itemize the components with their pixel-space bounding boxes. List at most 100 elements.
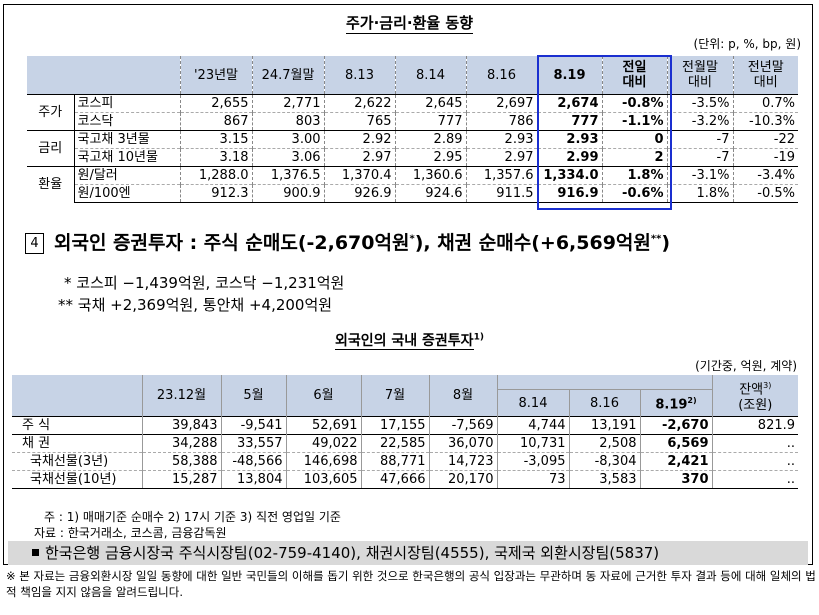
value-cell: 3.18	[179, 148, 252, 167]
value-cell: 821.9	[711, 416, 799, 435]
header-cell: 잔액3) (조원)	[711, 375, 799, 417]
value-cell: 47,666	[360, 470, 429, 489]
value-cell: 0.7%	[732, 94, 798, 113]
value-cell: 924.6	[394, 184, 466, 203]
value-cell: 3.00	[251, 130, 324, 149]
row-label: 원/100엔	[74, 184, 180, 203]
value-cell: 2.99	[536, 148, 602, 167]
value-cell: 58,388	[141, 452, 221, 471]
value-cell: 777	[394, 112, 466, 131]
value-cell: -0.6%	[601, 184, 667, 203]
row-label: 국고채 3년물	[74, 130, 180, 149]
header-cell: 8월	[428, 375, 497, 417]
value-cell: 103,605	[285, 470, 361, 489]
note-bond: ** 국채 +2,369억원, 통안채 +4,200억원	[58, 296, 333, 314]
header-cell: 23.12월	[141, 375, 221, 417]
value-cell: 2,697	[465, 94, 537, 113]
value-cell: 2,771	[251, 94, 324, 113]
note-stock: * 코스피 −1,439억원, 코스닥 −1,231억원	[64, 274, 345, 292]
value-cell: 3,583	[568, 470, 640, 489]
value-cell: -48,566	[220, 452, 286, 471]
value-cell: -7	[666, 130, 733, 149]
header-cell: 8.13	[323, 56, 395, 95]
value-cell: 13,804	[220, 470, 286, 489]
value-cell: -7,569	[428, 416, 497, 435]
value-cell: 2.89	[394, 130, 466, 149]
value-cell: 867	[179, 112, 252, 131]
value-cell: ..	[711, 452, 799, 471]
table-row: 환율 원/달러 1,288.0 1,376.5 1,370.4 1,360.6 1,357.…	[27, 166, 798, 203]
value-cell: -10.3%	[732, 112, 798, 131]
row-label: 코스피	[74, 94, 180, 113]
value-cell: 2.97	[465, 148, 537, 167]
header-cell: 8.14	[496, 389, 569, 417]
table-row: 주가 코스피 2,655 2,771 2,622 2,645 2,697 2,674 -0.8%…	[27, 94, 798, 131]
value-cell: 1,360.6	[394, 166, 466, 185]
value-cell: 6,569	[639, 434, 713, 453]
value-cell: 911.5	[465, 184, 537, 203]
value-cell: -3.4%	[732, 166, 798, 185]
value-cell: 1,370.4	[323, 166, 395, 185]
value-cell: 2.97	[323, 148, 395, 167]
header-cell: 전일 대비	[601, 56, 667, 95]
value-cell: 0	[601, 130, 667, 149]
unit-label-2: (기간중, 억원, 계약)	[695, 359, 797, 373]
value-cell: 33,557	[220, 434, 286, 453]
table-row: 채 권 34,288 33,557 49,022 22,585 36,070 10,731 2…	[12, 434, 799, 453]
value-cell: ..	[711, 470, 799, 489]
value-cell: -0.5%	[732, 184, 798, 203]
page-title: 주가·금리·환율 동향	[345, 14, 474, 34]
value-cell: -1.1%	[601, 112, 667, 131]
value-cell: 1,376.5	[251, 166, 324, 185]
value-cell: -7	[666, 148, 733, 167]
row-label: 국채선물(10년)	[12, 470, 142, 489]
table-header-row: 23.12월 5월 6월 7월 8월 잔액3) (조원)	[12, 375, 799, 417]
value-cell: 49,022	[285, 434, 361, 453]
header-cell: 전년말 대비	[732, 56, 798, 95]
value-cell: 912.3	[179, 184, 252, 203]
header-cell: 8.19	[536, 56, 602, 95]
table-row: 주 식 39,843 -9,541 52,691 17,155 -7,569 4,744 13…	[12, 416, 799, 435]
value-cell: 1.8%	[601, 166, 667, 185]
value-cell: -8,304	[568, 452, 640, 471]
table-row: 금리 국고채 3년물 3.15 3.00 2.92 2.89 2.93 2.93 0 -7 -22	[27, 130, 798, 167]
table-row: 국채선물(10년) 15,287 13,804 103,605 47,666 20,170…	[12, 470, 799, 489]
value-cell: -9,541	[220, 416, 286, 435]
value-cell: 73	[496, 470, 569, 489]
group-label: 환율	[27, 166, 75, 203]
table-row: 국고채 10년물 3.18 3.06 2.97 2.95 2.97 2.99 2 -7 -19	[27, 148, 798, 167]
value-cell: 20,170	[428, 470, 497, 489]
value-cell: 765	[323, 112, 395, 131]
value-cell: 3.15	[179, 130, 252, 149]
table-row: 국채선물(3년) 58,388 -48,566 146,698 88,771 14,723…	[12, 452, 799, 471]
value-cell: 2,674	[536, 94, 602, 113]
value-cell: 900.9	[251, 184, 324, 203]
value-cell: -3.5%	[666, 94, 733, 113]
value-cell: 2.95	[394, 148, 466, 167]
value-cell: -22	[732, 130, 798, 149]
value-cell: 10,731	[496, 434, 569, 453]
value-cell: 22,585	[360, 434, 429, 453]
header-cell: 6월	[285, 375, 361, 417]
group-label: 주가	[27, 94, 75, 131]
value-cell: 15,287	[141, 470, 221, 489]
group-label: 금리	[27, 130, 75, 167]
value-cell: 2.92	[323, 130, 395, 149]
row-label: 채 권	[12, 434, 142, 453]
value-cell: -3,095	[496, 452, 569, 471]
disclaimer: ※ 본 자료는 금융외환시장 일일 동향에 대한 일반 국민들의 이해를 돕기 …	[6, 569, 816, 599]
value-cell: 2	[601, 148, 667, 167]
value-cell: 916.9	[536, 184, 602, 203]
value-cell: 2,622	[323, 94, 395, 113]
value-cell: ..	[711, 434, 799, 453]
value-cell: 13,191	[568, 416, 640, 435]
header-cell: '23년말	[179, 56, 252, 95]
value-cell: -3.1%	[666, 166, 733, 185]
value-cell: 926.9	[323, 184, 395, 203]
value-cell: -19	[732, 148, 798, 167]
table-header-row: 8.14 8.16 8.192)	[12, 389, 798, 417]
value-cell: 3.06	[251, 148, 324, 167]
section-heading: 4 외국인 증권투자 : 주식 순매도(-2,670억원*), 채권 순매수(+6…	[25, 228, 670, 255]
value-cell: 17,155	[360, 416, 429, 435]
